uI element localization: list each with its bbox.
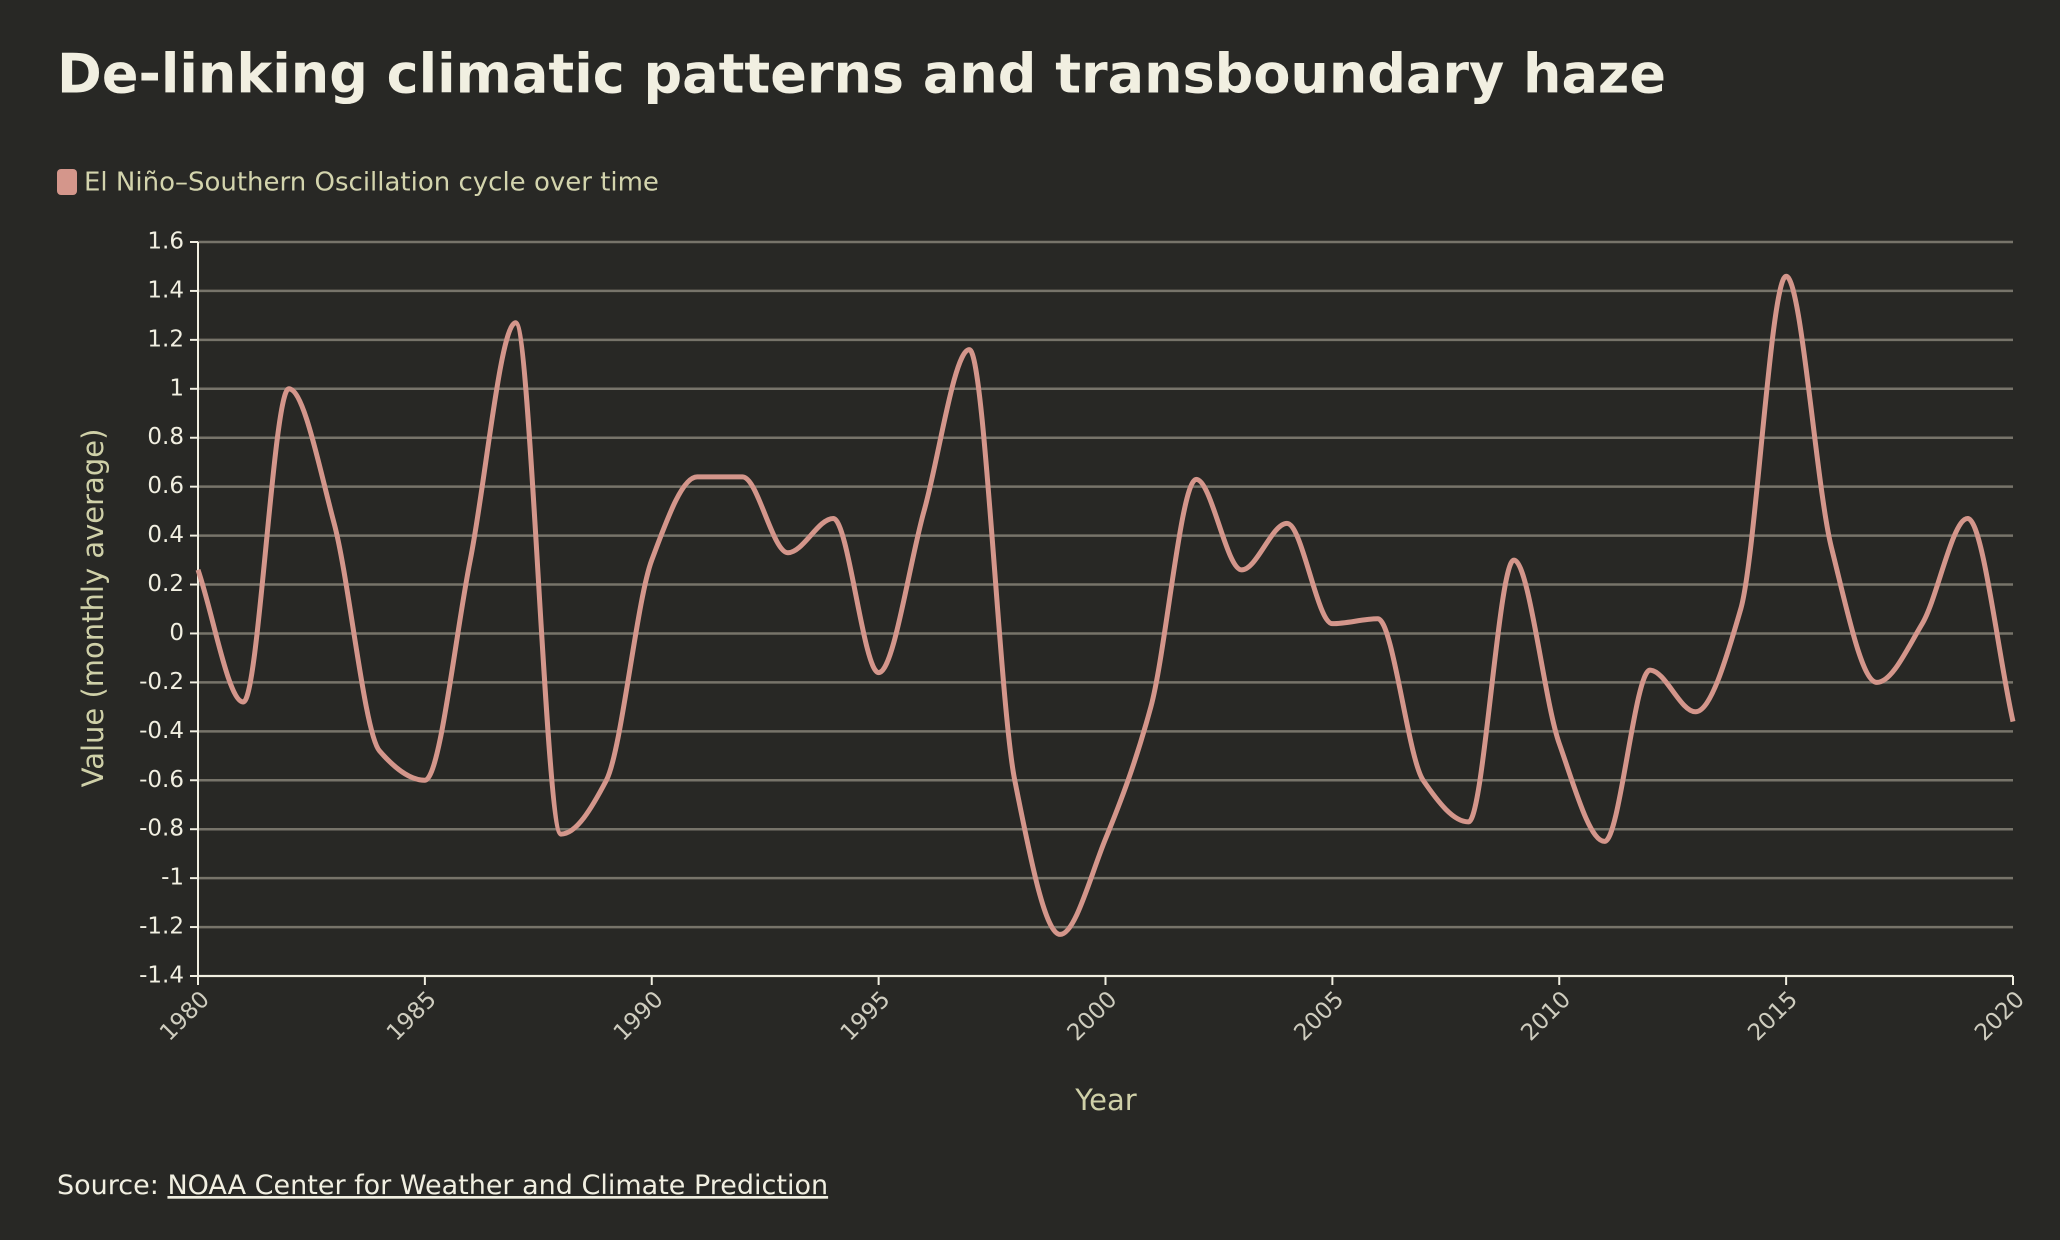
- y-tick-label: 1: [169, 375, 184, 401]
- y-tick-label: -0.2: [139, 669, 184, 695]
- x-axis-title: Year: [1074, 1083, 1136, 1117]
- y-tick-label: -0.6: [139, 767, 184, 793]
- x-tick-label: 1995: [836, 986, 896, 1046]
- y-tick-label: -0.4: [139, 718, 184, 744]
- y-tick-label: 0.2: [147, 571, 184, 597]
- y-tick-label: -0.8: [139, 816, 184, 842]
- source-link[interactable]: NOAA Center for Weather and Climate Pred…: [167, 1170, 828, 1201]
- x-tick-label: 1990: [609, 986, 669, 1046]
- legend-swatch: [57, 169, 77, 195]
- y-tick-label: -1.2: [139, 914, 184, 940]
- y-tick-label: -1: [161, 865, 184, 891]
- x-tick-label: 2005: [1289, 986, 1349, 1046]
- y-tick-label: 1.2: [147, 326, 184, 352]
- y-tick-label: 0.4: [147, 522, 184, 548]
- data-line: [195, 273, 2016, 937]
- y-axis-title: Value (monthly average): [76, 429, 110, 788]
- chart-title: De-linking climatic patterns and transbo…: [57, 43, 1666, 106]
- y-tick-label: 0: [169, 620, 184, 646]
- x-tick-label: 2015: [1743, 986, 1803, 1046]
- y-tick-label: 0.8: [147, 424, 184, 450]
- source: Source: NOAA Center for Weather and Clim…: [57, 1170, 828, 1201]
- x-tick-label: 2010: [1516, 986, 1576, 1046]
- y-tick-label: 0.6: [147, 473, 184, 499]
- source-label: Source:: [57, 1170, 159, 1201]
- legend-label: El Niño–Southern Oscillation cycle over …: [84, 168, 659, 198]
- x-tick-label: 2020: [1970, 986, 2030, 1046]
- y-tick-label: 1.4: [147, 277, 184, 303]
- x-tick-label: 1985: [382, 986, 442, 1046]
- x-tick-label: 1980: [155, 986, 215, 1046]
- y-tick-label: 1.6: [147, 229, 184, 255]
- x-tick-label: 2000: [1063, 986, 1123, 1046]
- y-tick-label: -1.4: [139, 963, 184, 989]
